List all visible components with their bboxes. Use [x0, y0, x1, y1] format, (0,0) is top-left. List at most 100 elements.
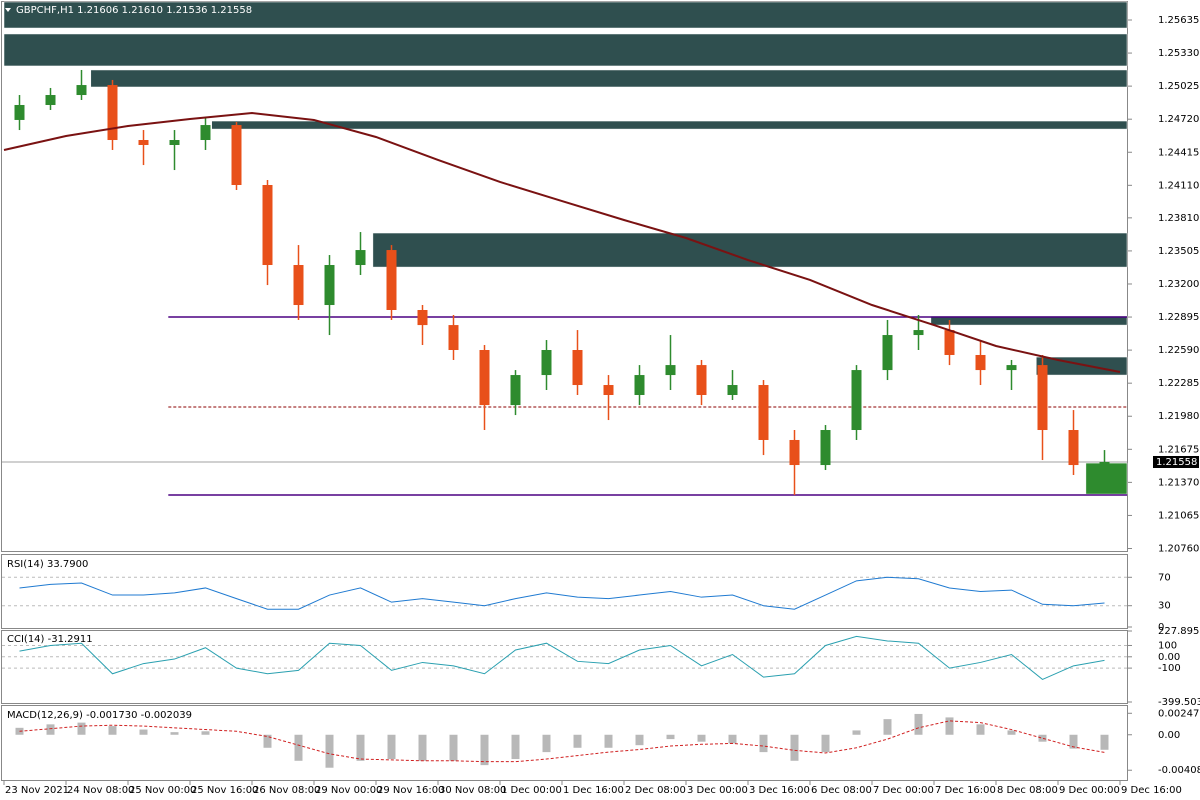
macd-bar	[759, 734, 768, 753]
macd-bar	[635, 734, 644, 746]
macd-bar	[790, 734, 799, 761]
x-tick-label: 7 Dec 16:00	[935, 785, 996, 796]
candle-body	[1068, 430, 1079, 466]
macd-bar	[356, 734, 365, 761]
candle-body	[107, 85, 118, 141]
zone	[211, 120, 1128, 130]
macd-bar	[387, 734, 396, 760]
candle-body	[324, 265, 335, 306]
macd-bar	[604, 734, 613, 748]
candle-body	[200, 125, 211, 141]
candle-body	[231, 125, 242, 185]
macd-bar	[1100, 734, 1109, 750]
zone	[1085, 462, 1128, 495]
macd-bar	[325, 734, 334, 768]
x-tick-label: 1 Dec 16:00	[563, 785, 624, 796]
candle-body	[1006, 365, 1017, 371]
y-tick-label: 1.21065	[1158, 510, 1199, 521]
macd-bar	[294, 734, 303, 761]
y-tick-label: 1.24720	[1158, 114, 1199, 125]
candle-body	[417, 309, 428, 326]
panel-title: MACD(12,26,9) -0.001730 -0.002039	[7, 710, 192, 721]
candle-body	[448, 325, 459, 351]
plot-layer	[2, 1, 1128, 768]
macd-bar	[852, 730, 861, 735]
y-tick-label: 1.24415	[1158, 147, 1199, 158]
main-frame	[1, 1, 1128, 552]
candle-body	[479, 350, 490, 406]
zone	[1036, 356, 1128, 376]
x-tick-label: 3 Dec 16:00	[749, 785, 810, 796]
x-tick-label: 30 Nov 08:00	[439, 785, 506, 796]
candle-body	[603, 385, 614, 395]
macd-bar	[945, 717, 954, 735]
y-tick-label: 1.25025	[1158, 81, 1199, 92]
y-tick-label: 1.24110	[1158, 180, 1199, 191]
y-tick-label: 1.21980	[1158, 411, 1199, 422]
y-tick-label: 0.002476	[1158, 708, 1200, 719]
x-tick-label: 1 Dec 00:00	[501, 785, 562, 796]
signal-line	[19, 720, 1105, 763]
zone	[90, 69, 1128, 88]
macd-bar	[976, 724, 985, 735]
x-tick-label: 9 Dec 16:00	[1121, 785, 1182, 796]
macd-bar	[728, 734, 737, 744]
y-tick-label: 1.21370	[1158, 477, 1199, 488]
cci-frame	[1, 630, 1128, 704]
candle-body	[820, 430, 831, 466]
candle-body	[634, 375, 645, 395]
candle-body	[138, 140, 149, 145]
candle-body	[541, 350, 552, 376]
candle-body	[851, 370, 862, 431]
y-tick-label: 70	[1158, 572, 1171, 583]
macd-bar	[821, 734, 830, 753]
x-tick-label: 29 Nov 00:00	[315, 785, 382, 796]
candle-body	[510, 375, 521, 406]
macd-bar	[697, 734, 706, 742]
candle-body	[572, 350, 583, 386]
candle-body	[975, 354, 986, 371]
moving-average	[3, 112, 1121, 373]
macd-bar	[480, 734, 489, 766]
macd-bar	[108, 726, 117, 735]
panel-title: CCI(14) -31.2911	[7, 634, 93, 645]
macd-bar	[1038, 734, 1047, 742]
current-price-label: 1.21558	[1156, 457, 1197, 468]
candle-body	[1099, 461, 1110, 466]
indicator-line	[19, 635, 1105, 681]
indicator-line	[19, 576, 1105, 610]
macd-bar	[542, 734, 551, 753]
y-tick-label: 1.22895	[1158, 312, 1199, 323]
x-tick-label: 24 Nov 08:00	[67, 785, 134, 796]
y-tick-label: 1.22590	[1158, 345, 1199, 356]
macd-bar	[418, 734, 427, 761]
x-tick-label: 6 Dec 08:00	[811, 785, 872, 796]
x-tick-label: 26 Nov 08:00	[253, 785, 320, 796]
x-tick-label: 25 Nov 00:00	[129, 785, 196, 796]
y-tick-label: 1.21675	[1158, 444, 1199, 455]
y-tick-label: 1.25635	[1158, 15, 1199, 26]
x-tick-label: 3 Dec 00:00	[687, 785, 748, 796]
macd-bar	[511, 734, 520, 760]
zone	[930, 315, 1128, 326]
macd-bar	[666, 734, 675, 740]
x-tick-label: 7 Dec 00:00	[873, 785, 934, 796]
macd-frame	[1, 705, 1128, 781]
macd-bar	[1069, 734, 1078, 749]
macd-bar	[1007, 730, 1016, 735]
candle-body	[169, 140, 180, 145]
y-tick-label: -100	[1158, 663, 1181, 674]
candle-body	[789, 439, 800, 466]
macd-bar	[46, 724, 55, 735]
candle-body	[696, 365, 707, 395]
y-tick-label: 1.23200	[1158, 279, 1199, 290]
x-tick-label: 29 Nov 16:00	[377, 785, 444, 796]
menu-arrow	[5, 8, 11, 12]
y-tick-label: 1.22285	[1158, 378, 1199, 389]
x-tick-label: 25 Nov 16:00	[191, 785, 258, 796]
x-tick-label: 8 Dec 08:00	[997, 785, 1058, 796]
macd-bar	[263, 734, 272, 748]
y-tick-label: 1.20760	[1158, 544, 1199, 555]
zone	[3, 33, 1128, 67]
